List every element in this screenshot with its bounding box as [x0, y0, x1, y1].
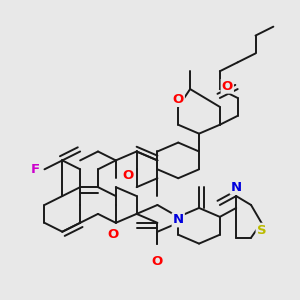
Text: O: O: [107, 228, 118, 241]
Text: O: O: [122, 169, 133, 182]
Text: F: F: [31, 163, 40, 176]
Text: N: N: [231, 181, 242, 194]
Text: O: O: [222, 80, 233, 93]
Text: O: O: [172, 93, 184, 106]
Text: S: S: [256, 224, 266, 237]
Text: O: O: [152, 255, 163, 268]
Text: N: N: [173, 213, 184, 226]
